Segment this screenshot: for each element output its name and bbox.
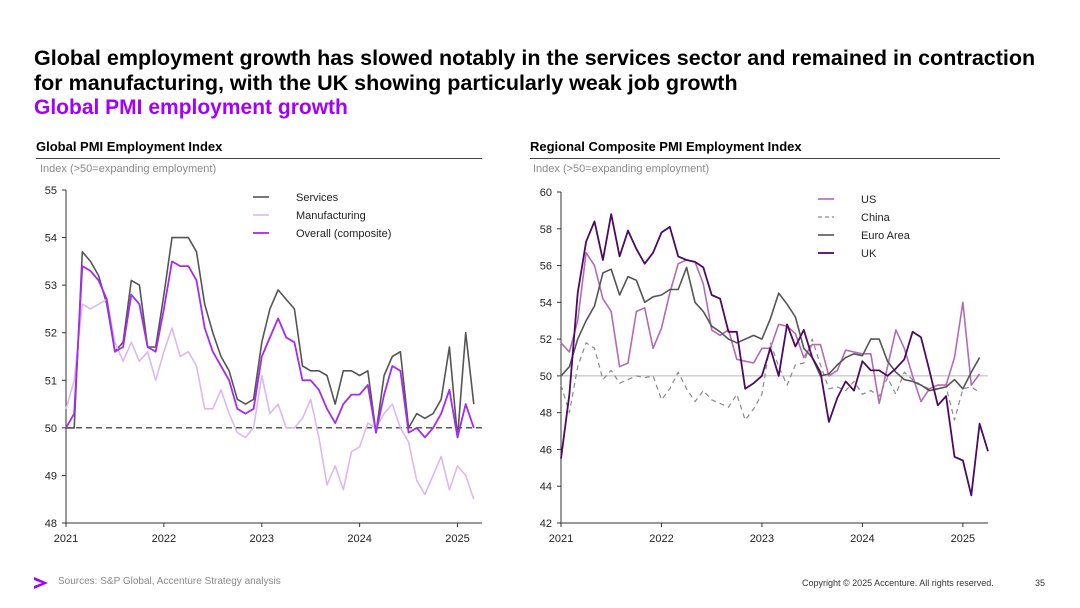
footer-copyright: Copyright © 2025 Accenture. All rights r… — [802, 578, 994, 588]
y-tick-label: 55 — [45, 185, 57, 197]
page-number: 35 — [1035, 578, 1046, 588]
y-tick-label: 50 — [45, 423, 57, 435]
subhead: Global PMI employment growth — [34, 96, 348, 119]
series-line-china — [560, 338, 980, 421]
global-pmi-chart: 48 49 50 51 52 53 54 55 2021 2022 2023 2024 2025 Serv… — [45, 185, 482, 545]
y-tick-label: 42 — [540, 518, 552, 530]
x-tick-label: 2024 — [850, 533, 874, 545]
y-tick-label: 60 — [540, 187, 552, 199]
right-panel-title: Regional Composite PMI Employment Index — [530, 139, 802, 154]
legend-label: UK — [861, 248, 877, 260]
accenture-logo-icon — [34, 577, 48, 589]
x-tick-label: 2023 — [250, 533, 274, 545]
headline: Global employment growth has slowed nota… — [34, 46, 1036, 95]
x-tick-label: 2021 — [549, 533, 573, 545]
x-tick-label: 2025 — [445, 533, 469, 545]
x-tick-label: 2022 — [649, 533, 673, 545]
y-tick-label: 52 — [540, 334, 552, 346]
left-panel-title: Global PMI Employment Index — [36, 139, 223, 154]
y-tick-label: 54 — [45, 233, 57, 245]
y-tick-label: 51 — [45, 375, 57, 387]
series-line-manufacturing — [65, 298, 475, 500]
left-panel-rule — [36, 158, 482, 159]
y-tick-label: 58 — [540, 224, 552, 236]
y-tick-label: 44 — [540, 481, 552, 493]
regional-pmi-chart: 42 44 46 48 50 52 54 56 58 60 2021 2022 2023 2024 2025… — [540, 187, 989, 545]
x-tick-label: 2022 — [152, 533, 176, 545]
legend-label: Euro Area — [861, 230, 911, 242]
y-tick-label: 48 — [540, 408, 552, 420]
y-tick-label: 54 — [540, 297, 552, 309]
right-panel-rule — [530, 158, 1000, 159]
legend-label: China — [861, 212, 891, 224]
y-tick-label: 50 — [540, 371, 552, 383]
y-tick-label: 46 — [540, 444, 552, 456]
y-tick-label: 48 — [45, 518, 57, 530]
series-line-uk — [560, 213, 989, 497]
y-tick-label: 53 — [45, 280, 57, 292]
series-line-euro-area — [560, 266, 981, 392]
left-panel-subtitle: Index (>50=expanding employment) — [40, 163, 217, 175]
legend-label: Services — [296, 192, 339, 204]
y-tick-label: 49 — [45, 470, 57, 482]
x-tick-label: 2025 — [951, 533, 975, 545]
y-tick-label: 56 — [540, 261, 552, 273]
x-tick-label: 2023 — [750, 533, 774, 545]
legend-label: US — [861, 194, 876, 206]
y-tick-label: 52 — [45, 328, 57, 340]
footer-sources: Sources: S&P Global, Accenture Strategy … — [58, 576, 281, 587]
legend-label: Overall (composite) — [296, 228, 391, 240]
x-tick-label: 2021 — [54, 533, 78, 545]
right-panel-subtitle: Index (>50=expanding employment) — [533, 163, 710, 175]
x-tick-label: 2024 — [347, 533, 371, 545]
series-line-services — [66, 236, 475, 439]
legend-label: Manufacturing — [296, 210, 366, 222]
series-line-overall-composite- — [65, 260, 475, 439]
